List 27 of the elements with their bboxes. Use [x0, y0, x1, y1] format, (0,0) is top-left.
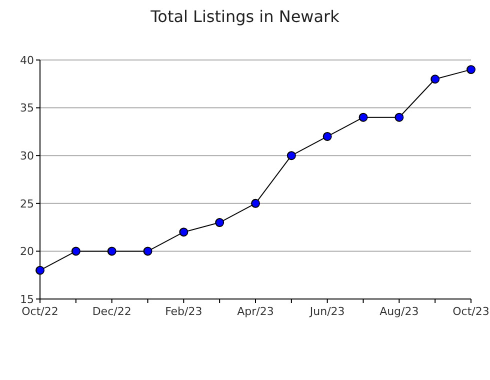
y-tick-label: 15 [20, 292, 34, 306]
point [286, 151, 296, 160]
point [394, 112, 404, 122]
y-tick-label: 35 [20, 102, 34, 115]
point [179, 228, 188, 237]
point [215, 218, 224, 227]
point [322, 132, 332, 141]
x-tick-label: Apr/23 [237, 305, 274, 318]
chart-title: Total Listings in Newark [150, 7, 340, 26]
x-tick-label: Oct/23 [452, 305, 490, 318]
point [143, 246, 152, 256]
point [466, 65, 476, 74]
point [71, 246, 80, 256]
x-tick-label: Jun/23 [308, 305, 345, 318]
x-tick-label: Dec/22 [92, 305, 132, 318]
x-tick-label: Aug/23 [380, 305, 419, 318]
point [36, 266, 44, 275]
point [430, 74, 440, 84]
y-tick-label: 20 [20, 245, 34, 258]
y-tick-label: 30 [20, 149, 34, 162]
point [251, 198, 260, 208]
y-tick-label: 25 [20, 197, 34, 210]
point [107, 246, 116, 256]
y-tick-label: 40 [20, 54, 34, 67]
point [358, 112, 368, 122]
x-tick-label: Feb/23 [165, 305, 202, 318]
x-tick-label: Oct/22 [22, 305, 58, 318]
